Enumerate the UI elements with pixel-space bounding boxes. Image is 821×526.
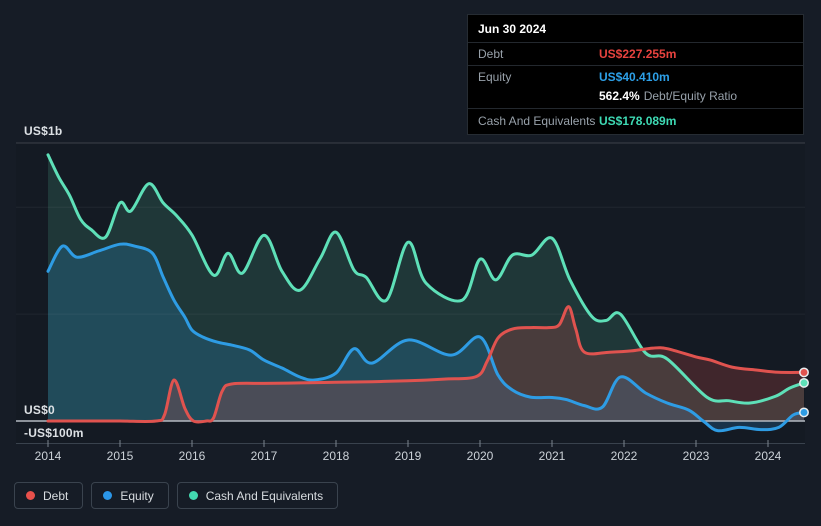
- debt-end-dot: [799, 367, 809, 378]
- x-axis-label-2016: 2016: [178, 449, 206, 463]
- debt-line: [46, 305, 806, 424]
- cash-and-equivalents-series-dot-icon: [188, 491, 198, 500]
- x-axis-label-2023: 2023: [682, 449, 710, 463]
- plot-background: [16, 143, 805, 444]
- x-axis-label-2021: 2021: [538, 449, 566, 463]
- chart-tooltip: Jun 30 2024 Debt US$227.255m Equity US$4…: [467, 14, 804, 135]
- tooltip-cash-label: Cash And Equivalents: [478, 114, 596, 128]
- chart-legend: Debt Equity Cash And Equivalents: [14, 482, 339, 509]
- x-axis-label-2014: 2014: [34, 449, 62, 463]
- cash-and-equivalents-line: [46, 153, 806, 405]
- x-axis-label-2024: 2024: [754, 449, 782, 463]
- x-axis-label-2015: 2015: [106, 449, 134, 463]
- x-axis-label-2018: 2018: [322, 449, 350, 463]
- y-axis-label-neg100m: -US$100m: [24, 426, 84, 440]
- tooltip-debt-row: Debt US$227.255m: [468, 43, 803, 66]
- legend-chip-debt[interactable]: Debt: [14, 482, 84, 509]
- equity-end-dot: [799, 407, 809, 418]
- tooltip-date: Jun 30 2024: [468, 15, 803, 43]
- tooltip-ratio-value: 562.4%: [599, 89, 640, 103]
- legend-chip-cash-and-equivalents[interactable]: Cash And Equivalents: [176, 482, 339, 509]
- cash-and-equivalents-area: [48, 154, 804, 422]
- tooltip-equity-value: US$40.410m: [599, 70, 670, 84]
- debt-area: [48, 306, 804, 423]
- legend-label: Debt: [43, 488, 69, 503]
- legend-label: Equity: [120, 488, 154, 503]
- tooltip-ratio-suffix: Debt/Equity Ratio: [643, 89, 738, 103]
- x-axis-label-2017: 2017: [250, 449, 278, 463]
- y-axis-label-1b: US$1b: [24, 124, 63, 138]
- y-axis-label-zero: US$0: [24, 403, 55, 417]
- debt-series-dot-icon: [26, 491, 35, 500]
- x-axis-label-2022: 2022: [610, 449, 638, 463]
- tooltip-debt-label: Debt: [478, 47, 504, 61]
- legend-chip-equity[interactable]: Equity: [91, 482, 169, 509]
- tooltip-equity-label: Equity: [478, 70, 512, 84]
- x-axis-label-2020: 2020: [466, 449, 494, 463]
- tooltip-equity-row: Equity US$40.410m: [468, 66, 803, 87]
- cash-and-equivalents-end-dot: [799, 377, 809, 388]
- tooltip-cash-row: Cash And Equivalents US$178.089m: [468, 108, 803, 134]
- equity-series-dot-icon: [103, 491, 113, 500]
- tooltip-cash-value: US$178.089m: [599, 114, 677, 128]
- x-axis-label-2019: 2019: [394, 449, 422, 463]
- legend-label: Cash And Equivalents: [205, 488, 324, 503]
- tooltip-ratio-row: 562.4% Debt/Equity Ratio: [468, 87, 803, 108]
- tooltip-debt-value: US$227.255m: [599, 47, 677, 61]
- equity-line: [46, 242, 806, 433]
